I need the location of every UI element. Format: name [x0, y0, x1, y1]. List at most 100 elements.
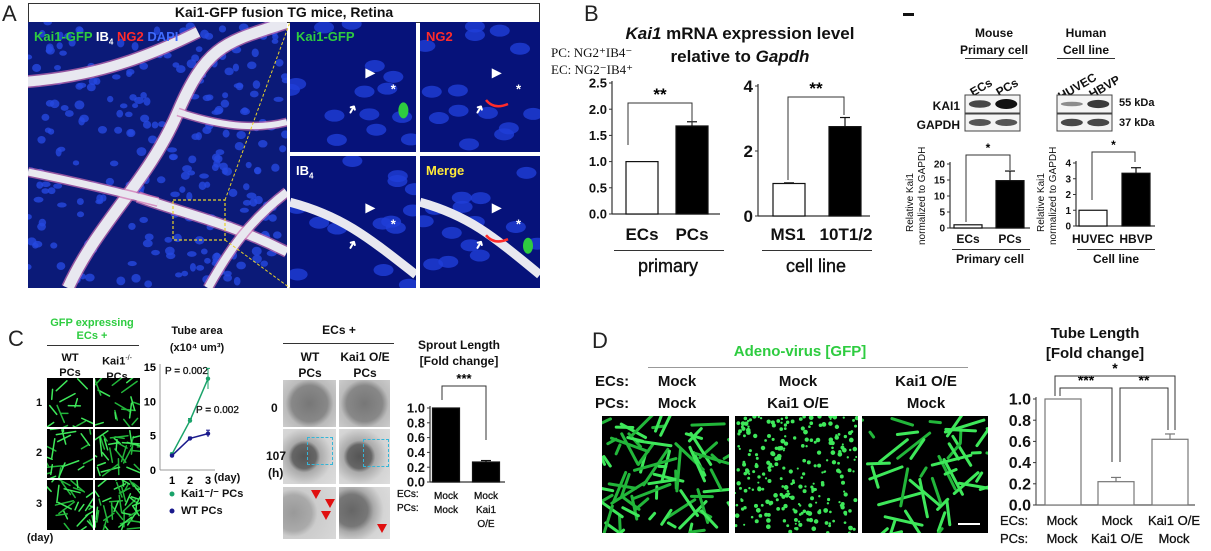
gfp-cell — [776, 506, 781, 511]
gfp-image-wt-day2 — [47, 429, 93, 478]
gfp-cell — [830, 440, 835, 446]
col-text: WT — [61, 352, 79, 364]
nucleus — [175, 272, 183, 278]
gfp-tube — [679, 489, 700, 518]
gfp-cell — [767, 478, 772, 483]
blot-band — [1060, 101, 1083, 107]
gfp-cell — [834, 424, 840, 430]
bar — [1151, 438, 1189, 506]
asterisk-marker: * — [391, 82, 397, 97]
sprout-zoom-image-oe — [339, 487, 390, 539]
gfp-tube — [951, 434, 973, 467]
gfp-tube — [111, 378, 123, 387]
gfp-tube — [606, 437, 618, 446]
gfp-cell — [810, 496, 815, 501]
series-line — [171, 432, 209, 457]
nucleus — [143, 97, 151, 106]
gfp-cell — [771, 452, 776, 457]
y-axis-label: Relative Kai1 — [905, 173, 916, 232]
nucleus — [186, 251, 197, 257]
gfp-cell — [838, 501, 841, 504]
gfp-tube — [130, 449, 140, 453]
row-label-kai1: KAI1 — [932, 99, 960, 113]
nucleus — [211, 163, 219, 171]
gfp-cell — [767, 466, 771, 470]
x-label-ecs: Mock — [1046, 513, 1078, 528]
gfp-cell — [783, 427, 787, 430]
bar-chart: 0.00.20.40.60.81.0 — [407, 401, 505, 490]
tube-image-mock — [602, 416, 729, 533]
blot-band — [968, 100, 991, 108]
significance-label: ** — [653, 85, 667, 104]
row-label-gapdh: GAPDH — [916, 118, 960, 132]
gfp-tube — [128, 402, 133, 419]
gfp-tube — [132, 401, 140, 406]
nucleus — [84, 273, 95, 282]
gfp-tube — [126, 527, 140, 530]
gfp-tube — [878, 438, 909, 464]
nucleus — [273, 96, 284, 102]
nucleus — [373, 264, 394, 277]
gfp-cell — [799, 417, 803, 421]
x-label-10t12: 10T1/2 — [819, 225, 873, 244]
significance-label: *** — [456, 371, 472, 386]
gfp-network — [47, 429, 93, 478]
gfp-cell — [832, 519, 836, 523]
y-tick-label: 0.8 — [1009, 413, 1031, 430]
nucleus — [128, 222, 136, 230]
x-label-ecs: Kai1 O/E — [1147, 513, 1201, 528]
gfp-tube — [943, 468, 958, 476]
gfp-tube — [945, 498, 952, 527]
nucleus — [451, 191, 472, 204]
gfp-cell — [778, 445, 784, 451]
gfp-tube — [95, 454, 98, 458]
gfp-tube — [101, 451, 110, 461]
gfp-cell — [841, 443, 844, 446]
x-tick-label: 2 — [187, 475, 193, 487]
gfp-tube — [47, 456, 53, 461]
gfp-tube — [95, 506, 99, 520]
gfp-cell — [850, 430, 854, 433]
gfp-tube — [59, 392, 76, 403]
gfp-tube — [109, 434, 129, 439]
nucleus — [324, 109, 345, 122]
arrowhead-icon: ▶ — [365, 200, 376, 214]
nucleus — [469, 249, 490, 262]
x-label-pcs: Mock — [434, 505, 458, 516]
legend-dapi: DAPI — [147, 29, 179, 44]
x-label: ECs — [956, 232, 980, 246]
nucleus — [59, 50, 67, 56]
col-text: WT — [300, 350, 320, 364]
gfp-cell — [780, 438, 786, 444]
gfp-tube — [621, 506, 640, 518]
gfp-cell — [753, 503, 759, 508]
nucleus — [176, 65, 186, 74]
nucleus — [228, 188, 238, 198]
nucleus — [359, 108, 380, 121]
human-label: Human — [1065, 26, 1107, 40]
gfp-cell — [852, 446, 858, 452]
y-tick-label: 2 — [1065, 190, 1071, 201]
arrowhead-icon: ▶ — [491, 200, 502, 214]
gfp-cell — [757, 481, 760, 484]
nucleus — [74, 100, 85, 110]
bar — [772, 182, 806, 217]
significance-label: * — [1112, 360, 1118, 376]
gfp-cell — [745, 469, 750, 474]
gfp-cell — [852, 470, 855, 473]
nucleus — [239, 207, 249, 213]
nucleus — [200, 248, 208, 255]
gfp-cell — [764, 512, 769, 517]
bar — [471, 461, 501, 483]
gfp-tube — [620, 432, 640, 466]
nucleus — [114, 126, 123, 134]
nucleus — [252, 254, 262, 264]
nucleus — [223, 274, 233, 282]
nucleus — [254, 167, 261, 175]
gfp-tube — [99, 437, 103, 457]
gfp-cell — [853, 458, 856, 461]
gfp-tube — [619, 422, 648, 440]
nucleus — [126, 128, 136, 138]
retina-overview-image: Kai1-GFP IB4 NG2 DAPI — [28, 22, 287, 288]
nucleus — [119, 103, 128, 109]
